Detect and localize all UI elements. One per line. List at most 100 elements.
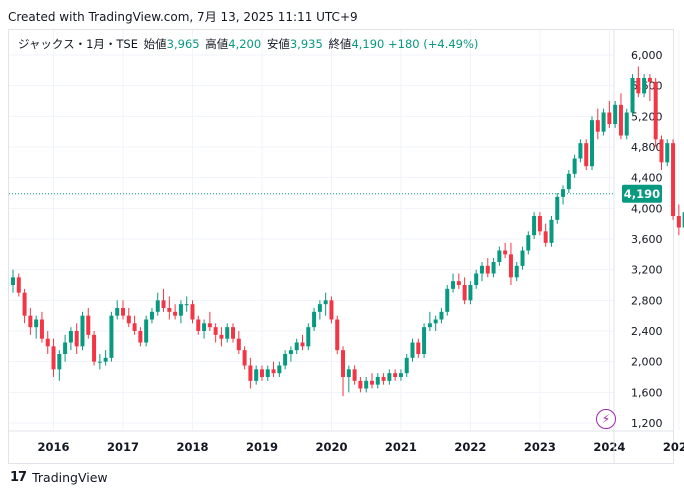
x-tick-label: 2019 [246,440,278,454]
candle-body [126,315,131,324]
legend-change: +180 (+4.49%) [388,37,479,51]
y-tick-label: 5,600 [631,80,663,93]
candle-body [34,319,39,328]
candle-body [433,319,438,324]
x-tick-label: 2022 [454,440,486,454]
candle-body [294,342,299,351]
x-tick-label: 2023 [524,440,556,454]
candle-body [288,350,293,354]
candle-body [590,120,594,167]
candle-body [231,327,236,339]
candle-body [508,254,513,278]
candle-body [202,323,207,331]
candle-body [398,373,403,377]
candle-body [155,300,160,312]
candle-body [283,354,288,366]
candle-body [323,300,328,305]
header-caption: Created with TradingView.com, 7月 13, 202… [8,10,358,24]
candle-body [369,380,374,385]
legend-high-label: 高値 [205,37,229,51]
chart-legend: ジャックス・1月・TSE 始値3,965 高値4,200 安値3,935 終値4… [18,36,478,52]
candle-body [578,143,583,159]
candle-body [659,139,664,163]
y-tick-label: 2,800 [631,294,663,307]
candle-body [671,143,676,216]
candle-body [132,323,137,331]
candle-body [219,334,224,339]
candle-body [607,112,612,124]
candle-body [225,327,230,339]
candle-body [16,277,21,293]
legend-high-value: 4,200 [228,37,262,51]
candle-body [630,78,635,113]
candle-body [121,308,126,316]
last-price-label: 4,190 [624,187,660,201]
candle-body [537,216,542,232]
candle-body [149,311,154,320]
candle-body [144,319,149,343]
y-tick-label: 4,000 [631,202,663,215]
candle-body [335,319,340,351]
candle-body [665,143,670,163]
candle-body [601,112,606,132]
candle-body [427,323,432,328]
y-tick-label: 6,000 [631,49,663,62]
last-price-tag [622,184,662,203]
candle-body [555,196,560,220]
candle-body [92,334,97,362]
y-tick-label: 3,200 [631,264,663,277]
candle-body [364,380,369,389]
footer: 17 TradingView [10,470,108,485]
legend-symbol[interactable]: ジャックス・1月・TSE [18,37,138,51]
candle-body [503,250,508,255]
candle-body [647,78,652,82]
candle-body [341,350,346,377]
candle-body [190,304,195,320]
legend-close-value: 4,190 [351,37,385,51]
x-tick-label: 2016 [38,440,70,454]
candle-body [352,369,357,381]
candle-body [445,288,450,312]
y-tick-label: 3,600 [631,233,663,246]
tradingview-logo-icon: 17 [10,470,27,485]
candle-body [74,331,79,347]
candle-body [306,327,311,347]
candle-body [248,365,253,381]
candle-body [184,304,189,306]
candle-body [11,277,15,285]
candle-body [584,143,589,167]
lightning-icon[interactable]: ⚡ [596,409,616,429]
candle-body [416,342,421,354]
candle-body [624,112,629,136]
candle-body [387,373,392,381]
candle-body [613,104,618,124]
legend-low-value: 3,935 [289,37,323,51]
candle-body [265,369,270,377]
x-tick-label: 2025 [663,440,684,454]
candle-body [572,158,577,174]
candle-body [22,292,27,316]
candle-body [109,315,114,358]
y-tick-label: 4,400 [631,172,663,185]
candle-body [259,369,264,377]
candle-body [618,104,623,136]
candle-body [103,357,108,362]
candle-body [381,377,386,381]
candle-body [566,173,571,190]
chart-frame[interactable] [8,29,674,464]
candle-body [543,231,548,243]
candle-body [173,311,178,316]
candle-body [676,216,681,228]
candle-body [271,369,276,374]
x-tick-label: 2024 [593,440,625,454]
candle-body [485,265,490,274]
candle-body [549,219,554,243]
candle-body [138,331,143,343]
candle-body [491,262,496,274]
candle-body [636,78,641,94]
candle-body [167,308,172,312]
candle-body [462,285,467,301]
candle-body [207,323,212,328]
candle-body [456,281,461,285]
